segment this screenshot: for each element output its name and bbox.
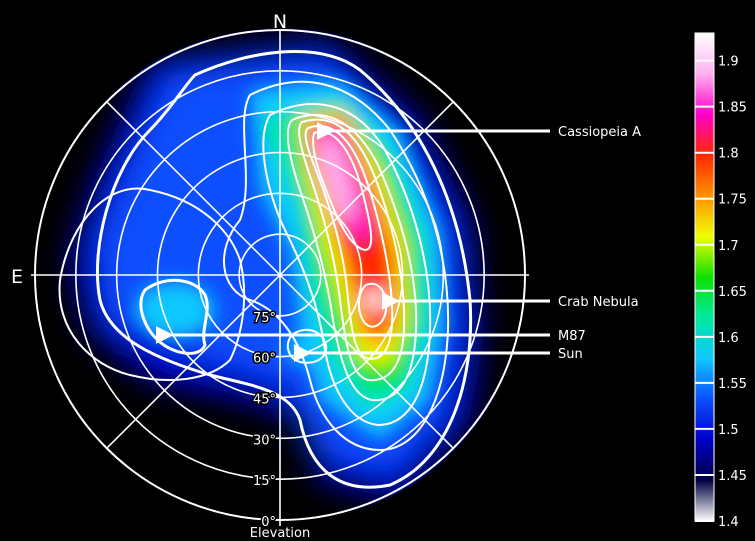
heat-m87-blob bbox=[135, 282, 215, 338]
contour-west bbox=[58, 187, 246, 381]
contour-m87 bbox=[139, 278, 209, 355]
colorbar-tick-1.45: 1.45 bbox=[718, 469, 747, 484]
colorbar-tick-1.7: 1.7 bbox=[718, 239, 739, 254]
elevation-tick-75: 75° bbox=[253, 311, 276, 326]
contour-7 bbox=[312, 130, 373, 251]
label-m87: M87 bbox=[558, 329, 586, 344]
contour-4 bbox=[286, 113, 418, 402]
heatmap-field bbox=[70, 40, 480, 500]
colorbar-tick-1.8: 1.8 bbox=[718, 147, 739, 162]
elevation-tick-0: 0° bbox=[261, 515, 276, 530]
colorbar-tick-1.6: 1.6 bbox=[718, 331, 739, 346]
colorbar-tick-1.55: 1.55 bbox=[718, 377, 747, 392]
elevation-tick-30: 30° bbox=[253, 433, 276, 448]
colorbar-tick-1.5: 1.5 bbox=[718, 423, 739, 438]
heat-crab-peak bbox=[365, 290, 385, 310]
label-crab-nebula: Crab Nebula bbox=[558, 295, 639, 310]
label-sun: Sun bbox=[558, 347, 583, 362]
elevation-axis-label: Elevation bbox=[250, 526, 310, 541]
colorbar-tick-1.75: 1.75 bbox=[718, 193, 747, 208]
heat-band-1-90 bbox=[318, 140, 356, 222]
elevation-tick-15: 15° bbox=[253, 474, 276, 489]
elevation-tick-45: 45° bbox=[253, 393, 276, 408]
colorbar-tick-1.4: 1.4 bbox=[718, 515, 739, 530]
polar-grid bbox=[31, 29, 529, 526]
colorbar-tick-1.85: 1.85 bbox=[718, 101, 747, 116]
diagonal-ne-sw bbox=[106, 101, 454, 449]
compass-east-label: E bbox=[11, 266, 23, 288]
contour-5 bbox=[298, 118, 406, 382]
source-annotations: Cassiopeia A Crab Nebula M87 Sun bbox=[155, 122, 641, 362]
colorbar: 1.4 1.45 1.5 1.55 1.6 1.65 1.7 1.75 1.8 1.85 1.9 bbox=[694, 32, 747, 530]
elevation-tick-60: 60° bbox=[253, 352, 276, 367]
colorbar-tick-1.65: 1.65 bbox=[718, 285, 747, 300]
contour-outer bbox=[96, 50, 473, 489]
label-cassiopeia-a: Cassiopeia A bbox=[558, 125, 641, 140]
compass-north-label: N bbox=[273, 11, 287, 33]
contour-crab bbox=[358, 282, 388, 328]
contour-sun bbox=[286, 328, 328, 364]
colorbar-tick-1.9: 1.9 bbox=[718, 55, 739, 70]
contour-6 bbox=[304, 124, 394, 360]
